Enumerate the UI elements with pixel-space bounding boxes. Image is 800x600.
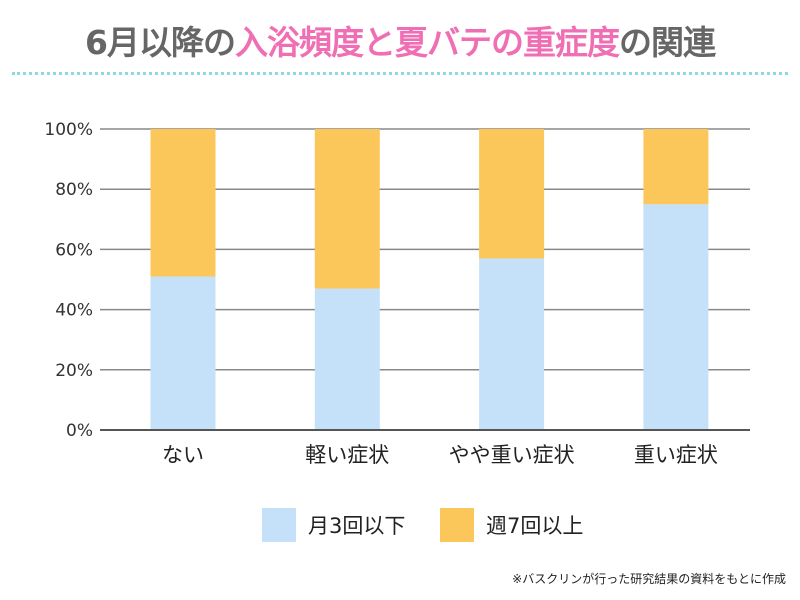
legend-label: 週7回以上 (486, 514, 584, 538)
x-category-label: 軽い症状 (305, 443, 389, 467)
x-category-label: ない (162, 443, 204, 467)
bar-segment-weekly (150, 129, 216, 277)
y-tick-label: 60% (55, 240, 93, 260)
bar-segment-weekly (643, 129, 709, 205)
x-category-label: 重い症状 (634, 443, 718, 467)
chart-title: 6月以降の入浴頻度と夏バテの重症度の関連 (0, 16, 800, 64)
legend-swatch-blue (262, 508, 296, 542)
title-part1: 6月以降の (85, 23, 236, 62)
footnote: ※バスクリンが行った研究結果の資料をもとに作成 (512, 572, 786, 586)
title-part3: の関連 (618, 23, 716, 62)
legend-swatch-orange (440, 508, 474, 542)
y-tick-label: 100% (44, 120, 93, 140)
legend-item-monthly: 月3回以下 (262, 508, 405, 542)
y-tick-label: 0% (66, 421, 93, 441)
legend-label: 月3回以下 (308, 514, 406, 538)
title-highlight: 入浴頻度と夏バテの重症度 (234, 23, 620, 62)
bar-segment-monthly (150, 276, 216, 430)
bar-segment-weekly (479, 129, 545, 259)
bar-segment-weekly (314, 129, 380, 289)
dotted-divider (12, 72, 788, 75)
x-category-label: やや重い症状 (449, 443, 575, 467)
bar-segment-monthly (314, 288, 380, 430)
legend-item-weekly: 週7回以上 (440, 508, 583, 542)
bar-segment-monthly (479, 258, 545, 430)
y-tick-label: 40% (55, 301, 93, 321)
bar-segment-monthly (643, 204, 709, 430)
y-tick-label: 20% (55, 361, 93, 381)
y-tick-label: 80% (55, 180, 93, 200)
